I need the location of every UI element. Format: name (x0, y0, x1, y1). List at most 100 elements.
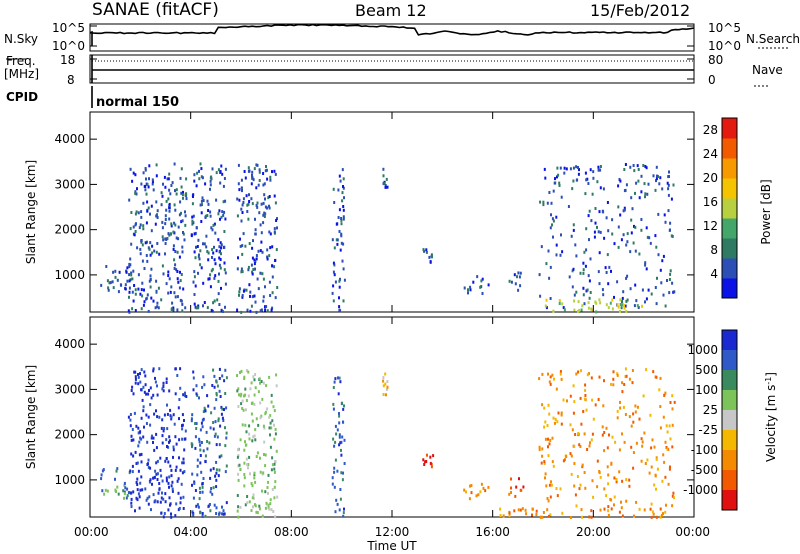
velocity-scatter-point (258, 504, 261, 508)
power-scatter-point (140, 210, 143, 214)
power-scatter-point (220, 243, 223, 247)
power-scatter-point (337, 216, 340, 219)
power-scatter-point (220, 164, 223, 168)
velocity-scatter-point (190, 442, 193, 446)
velocity-scatter-point (149, 423, 152, 427)
velocity-scatter-point (174, 514, 177, 518)
velocity-scatter-point (619, 406, 622, 410)
power-scatter-point (157, 306, 160, 310)
velocity-scatter-point (644, 462, 647, 465)
velocity-scatter-point (519, 488, 522, 492)
velocity-scatter-point (156, 500, 159, 504)
velocity-scatter-point (259, 456, 261, 460)
power-scatter-point (248, 283, 251, 287)
velocity-scatter-point (342, 471, 344, 475)
power-scatter-point (237, 163, 240, 167)
power-scatter-point (644, 165, 647, 168)
velocity-scatter-point (217, 474, 220, 478)
power-scatter-point (180, 299, 183, 303)
power-scatter-point (179, 270, 181, 274)
power-scatter-point (629, 250, 632, 254)
velocity-scatter-point (172, 413, 175, 417)
velocity-scatter-point (671, 407, 674, 411)
velocity-scatter-point (606, 465, 609, 469)
velocity-scatter-point (170, 468, 173, 472)
velocity-scatter-point (149, 466, 152, 470)
velocity-scatter-point (598, 375, 601, 379)
velocity-scatter-point (429, 461, 432, 465)
power-scatter-point (539, 294, 542, 298)
velocity-scatter-point (570, 454, 573, 458)
power-scatter-point (247, 268, 250, 272)
velocity-scatter-point (584, 486, 587, 490)
power-scatter-point (143, 300, 146, 304)
power-scatter-point (625, 299, 628, 303)
power-scatter-point (580, 308, 583, 312)
velocity-scatter-point (339, 497, 342, 501)
power-scatter-point (213, 222, 216, 226)
power-scatter-point (148, 279, 151, 283)
velocity-scatter-point (251, 496, 254, 500)
power-scatter-point (251, 174, 253, 177)
velocity-scatter-point (616, 416, 619, 420)
power-scatter-point (341, 199, 344, 203)
power-scatter-point (266, 177, 269, 181)
velocity-scatter-point (273, 409, 276, 413)
velocity-scatter-point (161, 418, 164, 422)
velocity-scatter-point (204, 460, 207, 464)
power-scatter-point (539, 200, 542, 204)
velocity-scatter-point (218, 367, 221, 371)
velocity-scatter-point (336, 428, 339, 432)
velocity-scatter-point (202, 410, 205, 414)
power-scatter-point (264, 197, 266, 201)
power-scatter-point (181, 250, 184, 254)
power-scatter-point (635, 181, 638, 185)
power-scatter-point (573, 293, 576, 297)
power-scatter-point (148, 177, 150, 181)
power-scatter-point (652, 174, 655, 178)
velocity-scatter-point (340, 401, 343, 405)
power-scatter-point (149, 212, 151, 216)
power-scatter-point (542, 200, 545, 204)
power-colorbar-segment (722, 278, 737, 299)
power-scatter-point (577, 310, 579, 313)
velocity-scatter-point (168, 485, 170, 489)
power-scatter-point (206, 199, 209, 203)
power-scatter-point (669, 221, 672, 225)
velocity-scatter-point (656, 467, 659, 471)
velocity-scatter-point (156, 459, 159, 463)
power-scatter-point (342, 217, 345, 221)
power-scatter-point (220, 246, 223, 250)
velocity-scatter-point (539, 515, 542, 519)
velocity-ytick-label: 2000 (54, 428, 85, 442)
power-scatter-point (141, 281, 144, 285)
power-scatter-point (617, 184, 620, 188)
power-scatter-point (222, 213, 225, 217)
power-scatter-point (244, 244, 247, 248)
velocity-scatter-point (615, 478, 618, 481)
velocity-scatter-point (649, 413, 652, 417)
velocity-scatter-point (225, 406, 228, 410)
velocity-scatter-point (632, 466, 635, 470)
velocity-scatter-point (243, 476, 246, 480)
power-scatter-point (201, 196, 204, 200)
velocity-scatter-point (339, 441, 342, 445)
velocity-colorbar-tick: 25 (703, 403, 718, 417)
velocity-scatter-point (605, 426, 608, 430)
velocity-ytick-label: 4000 (54, 337, 85, 351)
power-scatter-point (219, 217, 221, 221)
power-scatter-point (157, 286, 160, 290)
power-scatter-point (617, 205, 620, 209)
velocity-scatter-point (209, 490, 212, 494)
velocity-scatter-point (650, 446, 653, 450)
velocity-scatter-point (195, 504, 198, 508)
power-scatter-point (150, 229, 153, 233)
power-scatter-point (597, 270, 600, 274)
velocity-scatter-point (673, 496, 675, 500)
velocity-scatter-point (181, 427, 184, 431)
power-scatter-point (631, 207, 634, 211)
power-scatter-point (181, 309, 184, 313)
power-scatter-point (342, 299, 345, 303)
velocity-scatter-point (265, 501, 268, 505)
power-scatter-point (209, 179, 212, 183)
